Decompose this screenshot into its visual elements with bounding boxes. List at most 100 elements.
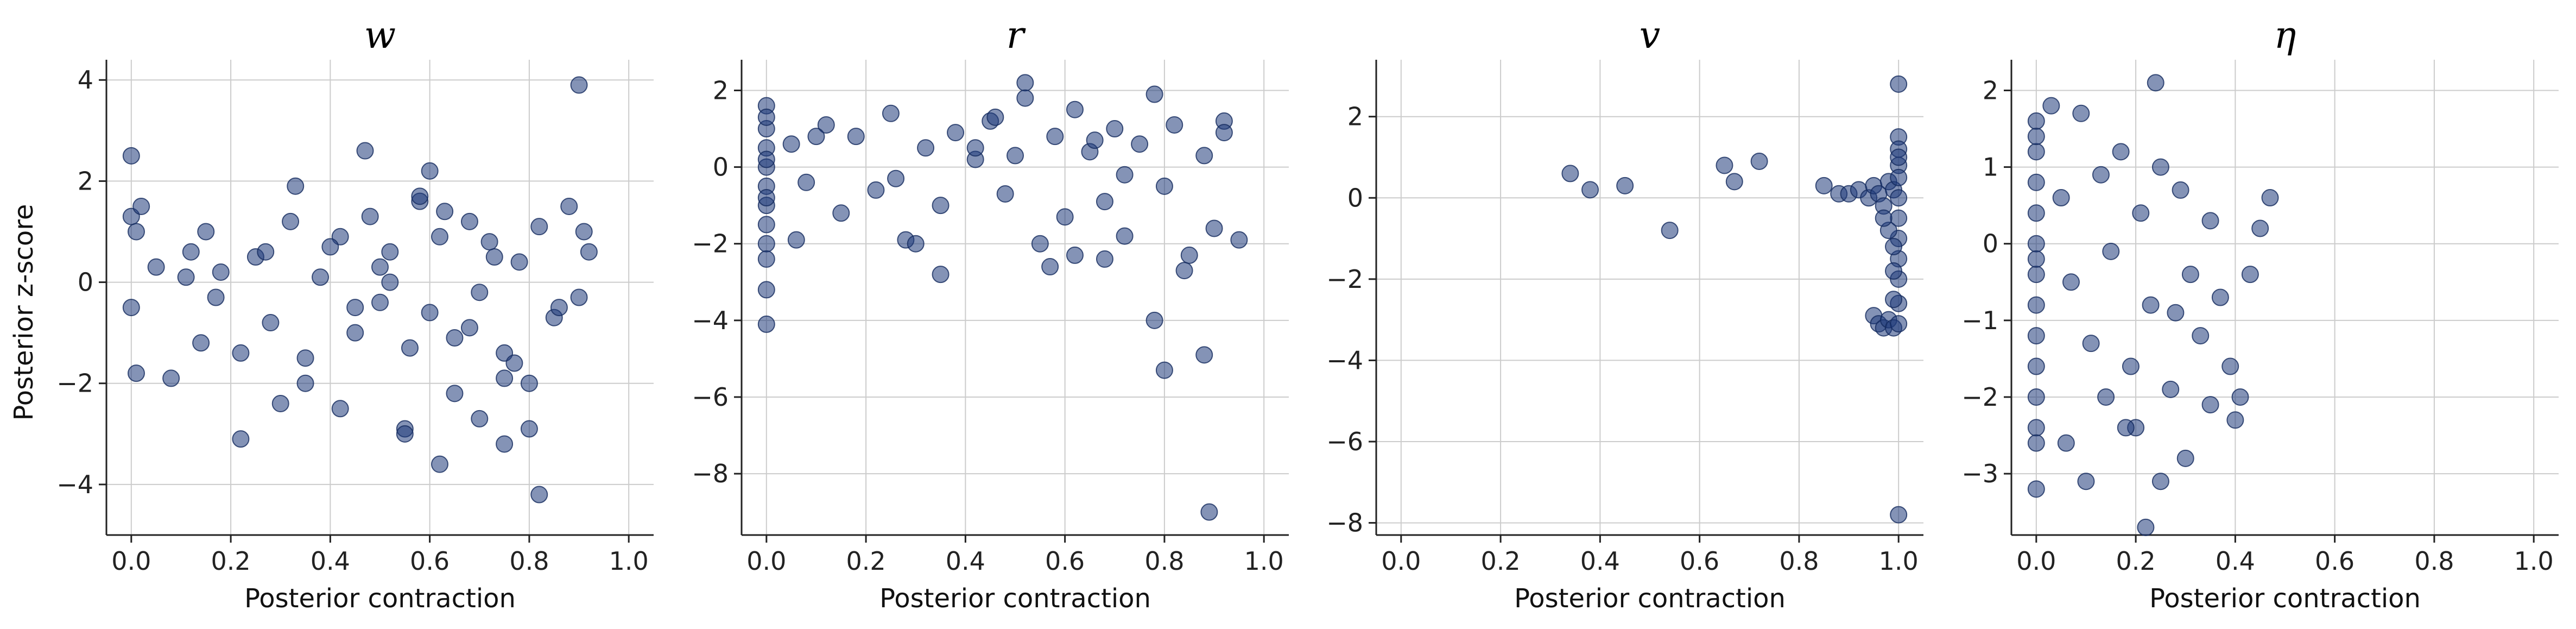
data-point <box>917 139 935 157</box>
data-point <box>371 258 389 276</box>
data-point <box>882 104 900 122</box>
y-tick-label: 2 <box>78 166 93 196</box>
data-point <box>1195 147 1213 165</box>
scatter-points <box>757 74 1248 521</box>
x-tick-label: 0.6 <box>410 546 450 576</box>
data-point <box>2102 242 2120 260</box>
panel-title: η <box>2274 14 2296 57</box>
data-point <box>867 181 885 199</box>
data-point <box>2142 296 2160 314</box>
data-point <box>2027 434 2045 452</box>
data-point <box>2097 388 2115 406</box>
data-point <box>431 455 448 473</box>
data-point <box>282 212 300 230</box>
data-point <box>162 369 180 387</box>
y-tick-label: −4 <box>1326 345 1363 375</box>
data-point <box>2172 181 2189 199</box>
data-point <box>966 139 984 157</box>
y-tick-label: −6 <box>1326 427 1363 456</box>
x-tick-label: 0.4 <box>311 546 350 576</box>
data-point <box>1890 506 1908 524</box>
data-point <box>1145 311 1163 329</box>
data-point <box>757 235 775 253</box>
data-point <box>1016 89 1034 107</box>
x-tick-label: 0.6 <box>1045 546 1085 576</box>
panel-2: 0.0 0.2 0.4 0.6 0.8 1.0 −8 −6 −4 −2 0 2 r Posterior c… <box>692 14 1289 614</box>
data-point <box>2027 128 2045 146</box>
data-point <box>1031 235 1049 253</box>
data-point <box>1890 315 1908 333</box>
data-point <box>2137 518 2155 536</box>
data-point <box>312 268 330 286</box>
data-point <box>296 349 314 367</box>
data-point <box>1815 177 1833 194</box>
y-tick-label: −4 <box>56 470 93 499</box>
panel-title: w <box>364 14 396 57</box>
data-point <box>2112 143 2130 161</box>
data-point <box>2221 357 2239 375</box>
data-point <box>296 374 314 392</box>
data-point <box>580 243 598 261</box>
x-tick-label: 0.0 <box>111 546 151 576</box>
data-point <box>1725 173 1743 191</box>
data-point <box>1066 100 1084 118</box>
data-point <box>2072 104 2090 122</box>
x-tick-label: 0.2 <box>1481 546 1521 576</box>
data-point <box>2192 327 2210 345</box>
data-point <box>1195 346 1213 364</box>
data-point <box>2027 296 2045 314</box>
data-point <box>1131 135 1149 153</box>
data-point <box>817 116 835 134</box>
data-point <box>2251 219 2269 237</box>
data-point <box>520 374 538 392</box>
x-axis-label: Posterior contraction <box>1514 583 1786 614</box>
data-point <box>1890 189 1908 207</box>
data-point <box>257 243 275 261</box>
data-point <box>436 203 454 221</box>
data-point <box>887 169 905 187</box>
data-point <box>1885 238 1903 256</box>
data-point <box>1875 209 1893 227</box>
data-point <box>530 486 548 504</box>
data-point <box>560 197 578 215</box>
data-point <box>331 400 349 418</box>
data-point <box>947 124 965 142</box>
y-tick-label: 0 <box>713 153 729 182</box>
x-tick-label: 0.0 <box>2016 546 2056 576</box>
data-point <box>1007 147 1024 165</box>
data-point <box>2082 335 2100 353</box>
data-point <box>2027 357 2045 375</box>
data-point <box>1716 156 1733 174</box>
scatter-points <box>2027 74 2279 536</box>
data-point <box>2027 204 2045 222</box>
data-point <box>127 223 145 241</box>
x-tick-label: 0.4 <box>946 546 985 576</box>
y-tick-label: −2 <box>56 369 93 398</box>
x-tick-label: 0.8 <box>509 546 549 576</box>
data-point <box>1155 361 1173 379</box>
data-point <box>757 216 775 234</box>
y-tick-label: −4 <box>692 306 729 335</box>
data-point <box>346 324 364 342</box>
y-tick-label: −3 <box>1961 459 1998 488</box>
data-point <box>2132 204 2150 222</box>
data-point <box>2117 419 2135 437</box>
data-point <box>371 293 389 311</box>
x-tick-label: 0.2 <box>2116 546 2156 576</box>
data-point <box>2122 357 2140 375</box>
data-point <box>480 233 498 251</box>
x-tick-label: 0.8 <box>1144 546 1184 576</box>
data-point <box>147 258 165 276</box>
x-tick-label: 0.0 <box>746 546 786 576</box>
data-point <box>356 142 374 160</box>
data-point <box>496 435 514 453</box>
data-point <box>471 410 489 427</box>
data-point <box>396 425 414 443</box>
data-point <box>1175 262 1193 280</box>
data-point <box>212 263 230 281</box>
data-point <box>2027 388 2045 406</box>
data-point <box>182 243 200 261</box>
data-point <box>346 299 364 317</box>
data-point <box>485 248 503 266</box>
